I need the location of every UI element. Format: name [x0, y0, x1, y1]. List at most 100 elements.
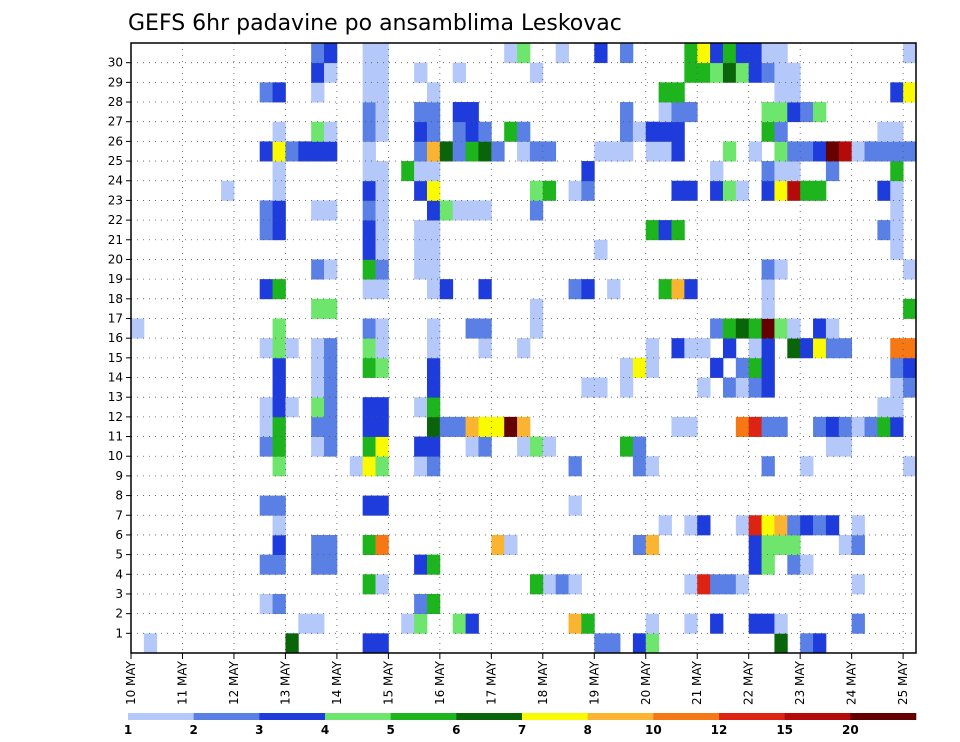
heatmap-cell	[491, 416, 505, 437]
heatmap-cell	[272, 338, 286, 359]
y-tick-label: 28	[108, 95, 123, 109]
heatmap-cell	[761, 121, 775, 142]
colorbar-swatch	[456, 713, 523, 720]
plot-frame	[130, 42, 917, 654]
heatmap-cell	[774, 141, 788, 162]
heatmap-cell	[761, 338, 775, 359]
heatmap-cell	[478, 338, 492, 359]
heatmap-cell	[671, 416, 685, 437]
heatmap-cell	[414, 180, 428, 201]
y-tick-label: 18	[108, 292, 123, 306]
heatmap-cell	[426, 82, 441, 103]
heatmap-cell	[658, 515, 672, 536]
heatmap-cell	[324, 534, 338, 556]
heatmap-cell	[272, 318, 286, 339]
heatmap-cell	[311, 82, 325, 103]
colorbar-swatch	[325, 713, 391, 720]
heatmap-cell	[362, 200, 376, 221]
heatmap-cell	[259, 141, 273, 162]
heatmap-cell	[259, 436, 273, 457]
heatmap-cell	[426, 357, 441, 378]
heatmap-cell	[131, 318, 145, 339]
y-tick-label: 19	[108, 272, 123, 286]
heatmap-cell	[838, 416, 853, 437]
heatmap-cell	[324, 397, 338, 418]
x-tick-label: 18 MAY	[536, 660, 550, 705]
heatmap-cell	[735, 377, 750, 398]
heatmap-cell	[787, 141, 801, 162]
heatmap-cell	[594, 43, 608, 64]
heatmap-cell	[697, 338, 711, 359]
heatmap-cell	[903, 298, 917, 319]
colorbar-label: 7	[518, 723, 526, 737]
heatmap-cell	[272, 161, 286, 182]
heatmap-cell	[426, 436, 441, 457]
heatmap-cell	[324, 357, 338, 378]
heatmap-cell	[671, 338, 685, 359]
heatmap-cell	[465, 416, 479, 437]
heatmap-cell	[362, 121, 376, 142]
heatmap-cell	[272, 397, 286, 418]
x-tick-label: 23 MAY	[793, 660, 807, 705]
colorbar-swatch	[128, 713, 194, 720]
heatmap-cell	[311, 416, 325, 437]
heatmap-cell	[684, 416, 698, 437]
heatmap-cell	[748, 141, 762, 162]
heatmap-cell	[375, 318, 389, 339]
heatmap-cell	[671, 121, 685, 142]
heatmap-cell	[787, 338, 801, 359]
heatmap-cell	[890, 180, 904, 201]
y-tick-label: 16	[108, 331, 123, 345]
heatmap-cell	[504, 416, 518, 437]
heatmap-cell	[735, 574, 750, 595]
heatmap-cell	[414, 220, 428, 241]
y-tick-label: 30	[108, 56, 123, 70]
heatmap-cell	[375, 220, 389, 241]
heatmap-cell	[478, 141, 492, 162]
heatmap-cell	[465, 102, 479, 123]
heatmap-cell	[774, 82, 788, 103]
heatmap-cell	[285, 633, 299, 654]
colorbar: 1 2 3 4 5 6 7 8 10 12 15 20	[124, 713, 917, 737]
heatmap-cell	[298, 141, 312, 162]
heatmap-cell	[761, 534, 775, 556]
heatmap-cell	[426, 161, 441, 182]
heatmap-cell	[517, 121, 531, 142]
heatmap-cell	[581, 180, 595, 201]
heatmap-cell	[903, 456, 917, 477]
heatmap-cell	[581, 377, 595, 398]
y-tick-label: 29	[108, 75, 123, 89]
x-axis: 10 MAY 11 MAY 12 MAY 13 MAY 14 MAY 15 MAY 16 M…	[124, 653, 910, 705]
heatmap-cell	[529, 298, 544, 319]
heatmap-cell	[748, 43, 762, 64]
heatmap-cell	[285, 338, 299, 359]
heatmap-cell	[684, 515, 698, 536]
heatmap-cell	[890, 82, 904, 103]
heatmap-cell	[555, 574, 569, 595]
heatmap-cell	[465, 121, 479, 142]
heatmap-cell	[620, 377, 634, 398]
heatmap-cell	[362, 416, 376, 437]
heatmap-cell	[311, 357, 325, 378]
y-tick-label: 23	[108, 193, 123, 207]
heatmap-cell	[426, 456, 441, 477]
x-tick-label: 22 MAY	[742, 660, 756, 705]
heatmap-cell	[478, 200, 492, 221]
heatmap-cell	[787, 318, 801, 339]
heatmap-cell	[375, 121, 389, 142]
x-tick-label: 20 MAY	[639, 660, 653, 705]
heatmap-cell	[800, 554, 814, 575]
heatmap-cell	[838, 338, 853, 359]
heatmap-cell	[504, 43, 518, 64]
heatmap-cell	[722, 180, 737, 201]
heatmap-cell	[324, 121, 338, 142]
heatmap-cell	[362, 279, 376, 300]
heatmap-cell	[787, 554, 801, 575]
heatmap-cell	[311, 121, 325, 142]
heatmap-cell	[465, 436, 479, 457]
heatmap-cell	[375, 279, 389, 300]
heatmap-cell	[658, 121, 672, 142]
heatmap-cell	[851, 574, 865, 595]
heatmap-cell	[414, 239, 428, 260]
heatmap-cell	[311, 377, 325, 398]
